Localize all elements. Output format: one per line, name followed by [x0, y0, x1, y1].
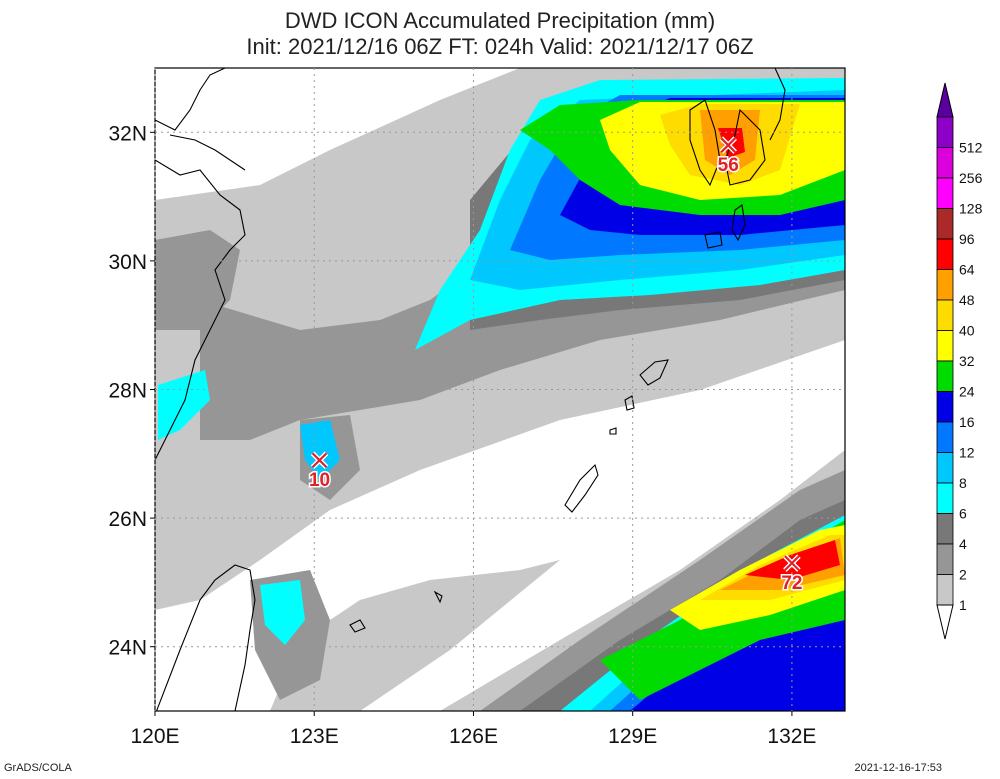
- coastlines: [155, 68, 786, 711]
- colorbar-segment: [936, 116, 954, 148]
- y-tick-label: 32N: [108, 122, 147, 145]
- maxima-markers: 56 10 72: [307, 136, 804, 596]
- colorbar-label: 1: [959, 597, 967, 613]
- x-tick-label: 132E: [767, 725, 816, 748]
- colorbar-label: 6: [959, 506, 967, 522]
- colorbar-segment: [936, 482, 954, 514]
- colorbar-label: 8: [959, 475, 967, 491]
- y-tick-label: 26N: [108, 508, 147, 531]
- colorbar-label: 16: [959, 414, 975, 430]
- colorbar-segment: [936, 147, 954, 179]
- x-tick-label: 129E: [608, 725, 657, 748]
- colorbar-segment: [936, 208, 954, 240]
- maximum-marker: 72: [780, 554, 804, 596]
- colorbar-label: 32: [959, 353, 975, 369]
- colorbar-label: 4: [959, 536, 967, 552]
- colorbar-segment: [936, 513, 954, 545]
- colorbar-segment: [936, 391, 954, 423]
- software-credit: GrADS/COLA: [4, 762, 72, 774]
- colorbar-label: 40: [959, 323, 975, 339]
- colorbar-segment: [936, 299, 954, 331]
- colorbar-label: 2: [959, 567, 967, 583]
- y-tick-label: 24N: [108, 637, 147, 660]
- map-subtitle: Init: 2021/12/16 06Z FT: 024h Valid: 202…: [246, 34, 754, 59]
- x-tick-label: 120E: [130, 725, 179, 748]
- y-tick-label: 30N: [108, 251, 147, 274]
- colorbar-label: 48: [959, 292, 975, 308]
- colorbar-label: 12: [959, 445, 975, 461]
- maximum-value-label: 56: [718, 155, 739, 176]
- colorbar-segment: [936, 177, 954, 209]
- axis-ticks: 120E 123E 126E 129E 132E 24N 26N 28N 30N 32N: [108, 122, 816, 748]
- maximum-value-label: 10: [309, 470, 330, 491]
- colorbar-segment: [936, 543, 954, 575]
- cross-icon: [784, 555, 800, 571]
- colorbar-segment: [936, 330, 954, 362]
- colorbar-label: 96: [959, 231, 975, 247]
- colorbar-label: 64: [959, 262, 975, 278]
- maximum-marker: 10: [307, 451, 332, 493]
- colorbar-segment: [936, 421, 954, 453]
- maximum-marker: 56: [716, 136, 740, 178]
- colorbar-bottom-arrow: [936, 604, 954, 640]
- colorbar-segment: [936, 238, 954, 270]
- colorbar-segment: [936, 360, 954, 392]
- precip-field: [155, 68, 845, 711]
- x-tick-label: 123E: [290, 725, 339, 748]
- render-timestamp: 2021-12-16-17:53: [854, 762, 942, 774]
- map-title: DWD ICON Accumulated Precipitation (mm): [284, 8, 716, 33]
- colorbar-segment: [936, 574, 954, 606]
- cross-icon: [311, 452, 328, 469]
- colorbar-top-arrow: [936, 82, 954, 118]
- colorbar-segment: [936, 452, 954, 484]
- colorbar-label: 256: [959, 170, 983, 186]
- colorbar-label: 128: [959, 201, 983, 217]
- maximum-value-label: 72: [781, 573, 802, 594]
- lat-lon-grid: [154, 68, 845, 711]
- cross-icon: [720, 137, 737, 153]
- y-tick-label: 28N: [108, 380, 147, 403]
- colorbar-label: 512: [959, 140, 983, 156]
- colorbar-label: 24: [959, 384, 975, 400]
- x-tick-label: 126E: [449, 725, 498, 748]
- colorbar-segment: [936, 269, 954, 301]
